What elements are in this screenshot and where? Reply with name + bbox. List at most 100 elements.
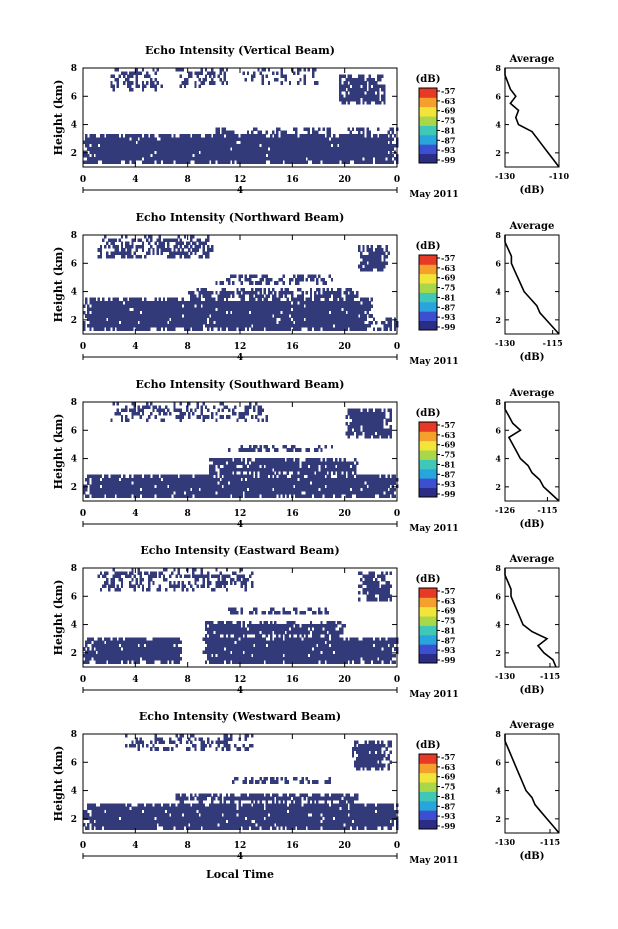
echo-cell	[314, 448, 317, 452]
echo-cell	[217, 320, 220, 325]
echo-cell	[112, 491, 115, 495]
echo-cell	[211, 291, 214, 295]
echo-cell	[301, 320, 304, 325]
echo-cell	[332, 484, 336, 489]
echo-cell	[387, 153, 390, 158]
echo-cell	[143, 320, 147, 325]
echo-cell	[284, 314, 287, 318]
echo-cell	[351, 464, 355, 469]
echo-cell	[297, 320, 300, 325]
echo-cell	[332, 487, 336, 492]
echo-cell	[320, 474, 323, 479]
echo-cell	[253, 448, 256, 452]
echo-cell	[362, 254, 365, 259]
echo-cell	[198, 301, 201, 305]
echo-cell	[133, 134, 136, 138]
echo-cell	[297, 153, 300, 158]
echo-cell	[125, 487, 128, 492]
echo-cell	[185, 324, 189, 328]
echo-cell	[232, 464, 235, 469]
echo-cell	[276, 147, 279, 151]
echo-cell	[190, 307, 193, 312]
echo-cell	[177, 150, 180, 155]
echo-cell	[236, 314, 239, 318]
echo-cell	[295, 150, 298, 155]
echo-cell	[326, 137, 329, 141]
echo-cell	[194, 84, 197, 89]
echo-cell	[274, 320, 277, 325]
echo-cell	[379, 140, 382, 145]
echo-cell	[309, 150, 313, 155]
echo-cell	[345, 97, 348, 102]
echo-cell	[322, 291, 325, 295]
echo-cell	[213, 307, 216, 312]
echo-cell	[139, 297, 143, 302]
echo-cell	[278, 157, 281, 161]
echo-cell	[83, 304, 86, 308]
echo-cell	[383, 137, 386, 141]
echo-cell	[194, 137, 197, 141]
echo-cell	[190, 291, 193, 295]
echo-cell	[162, 304, 166, 308]
echo-cell	[349, 428, 353, 432]
echo-cell	[358, 74, 361, 79]
echo-cell	[211, 458, 214, 462]
colorbar-tick-label: -81	[441, 292, 455, 302]
echo-cell	[358, 484, 361, 489]
echo-cell	[215, 147, 218, 151]
echo-cell	[110, 137, 113, 141]
echo-cell	[349, 150, 353, 155]
echo-cell	[297, 491, 300, 495]
echo-cell	[368, 261, 371, 265]
echo-cell	[227, 307, 231, 312]
echo-cell	[188, 137, 191, 141]
echo-cell	[139, 134, 143, 138]
echo-cell	[171, 254, 174, 259]
echo-cell	[290, 461, 294, 465]
echo-cell	[293, 274, 296, 279]
echo-cell	[320, 150, 323, 155]
echo-cell	[269, 461, 273, 465]
echo-cell	[87, 494, 90, 498]
echo-cell	[314, 307, 317, 312]
echo-cell	[295, 277, 298, 282]
echo-cell	[251, 294, 254, 298]
echo-cell	[87, 324, 90, 328]
echo-cell	[316, 297, 319, 302]
echo-cell	[97, 150, 101, 155]
echo-cell	[236, 150, 239, 155]
echo-cell	[219, 461, 222, 465]
echo-cell	[255, 487, 258, 492]
echo-cell	[263, 160, 266, 164]
echo-cell	[349, 317, 353, 322]
echo-cell	[347, 464, 350, 469]
echo-cell	[141, 408, 145, 413]
echo-cell	[240, 294, 243, 298]
echo-cell	[360, 134, 363, 138]
echo-cell	[251, 150, 254, 155]
echo-cell	[179, 147, 182, 151]
echo-cell	[349, 471, 353, 475]
echo-cell	[351, 150, 355, 155]
echo-cell	[225, 147, 229, 151]
echo-cell	[322, 468, 325, 472]
echo-cell	[240, 471, 243, 475]
echo-cell	[377, 77, 380, 82]
echo-cell	[110, 84, 113, 89]
echo-cell	[202, 481, 206, 485]
echo-cell	[200, 68, 203, 72]
echo-cell	[110, 317, 113, 322]
echo-cell	[274, 153, 277, 158]
echo-cell	[188, 71, 191, 75]
echo-cell	[337, 481, 340, 485]
echo-cell	[267, 307, 271, 312]
echo-cell	[309, 324, 313, 328]
echo-cell	[213, 147, 216, 151]
echo-cell	[372, 421, 376, 426]
echo-cell	[383, 251, 386, 256]
echo-cell	[343, 137, 346, 141]
echo-cell	[244, 418, 248, 423]
echo-cell	[335, 143, 338, 148]
echo-cell	[377, 258, 380, 262]
echo-cell	[223, 317, 227, 322]
